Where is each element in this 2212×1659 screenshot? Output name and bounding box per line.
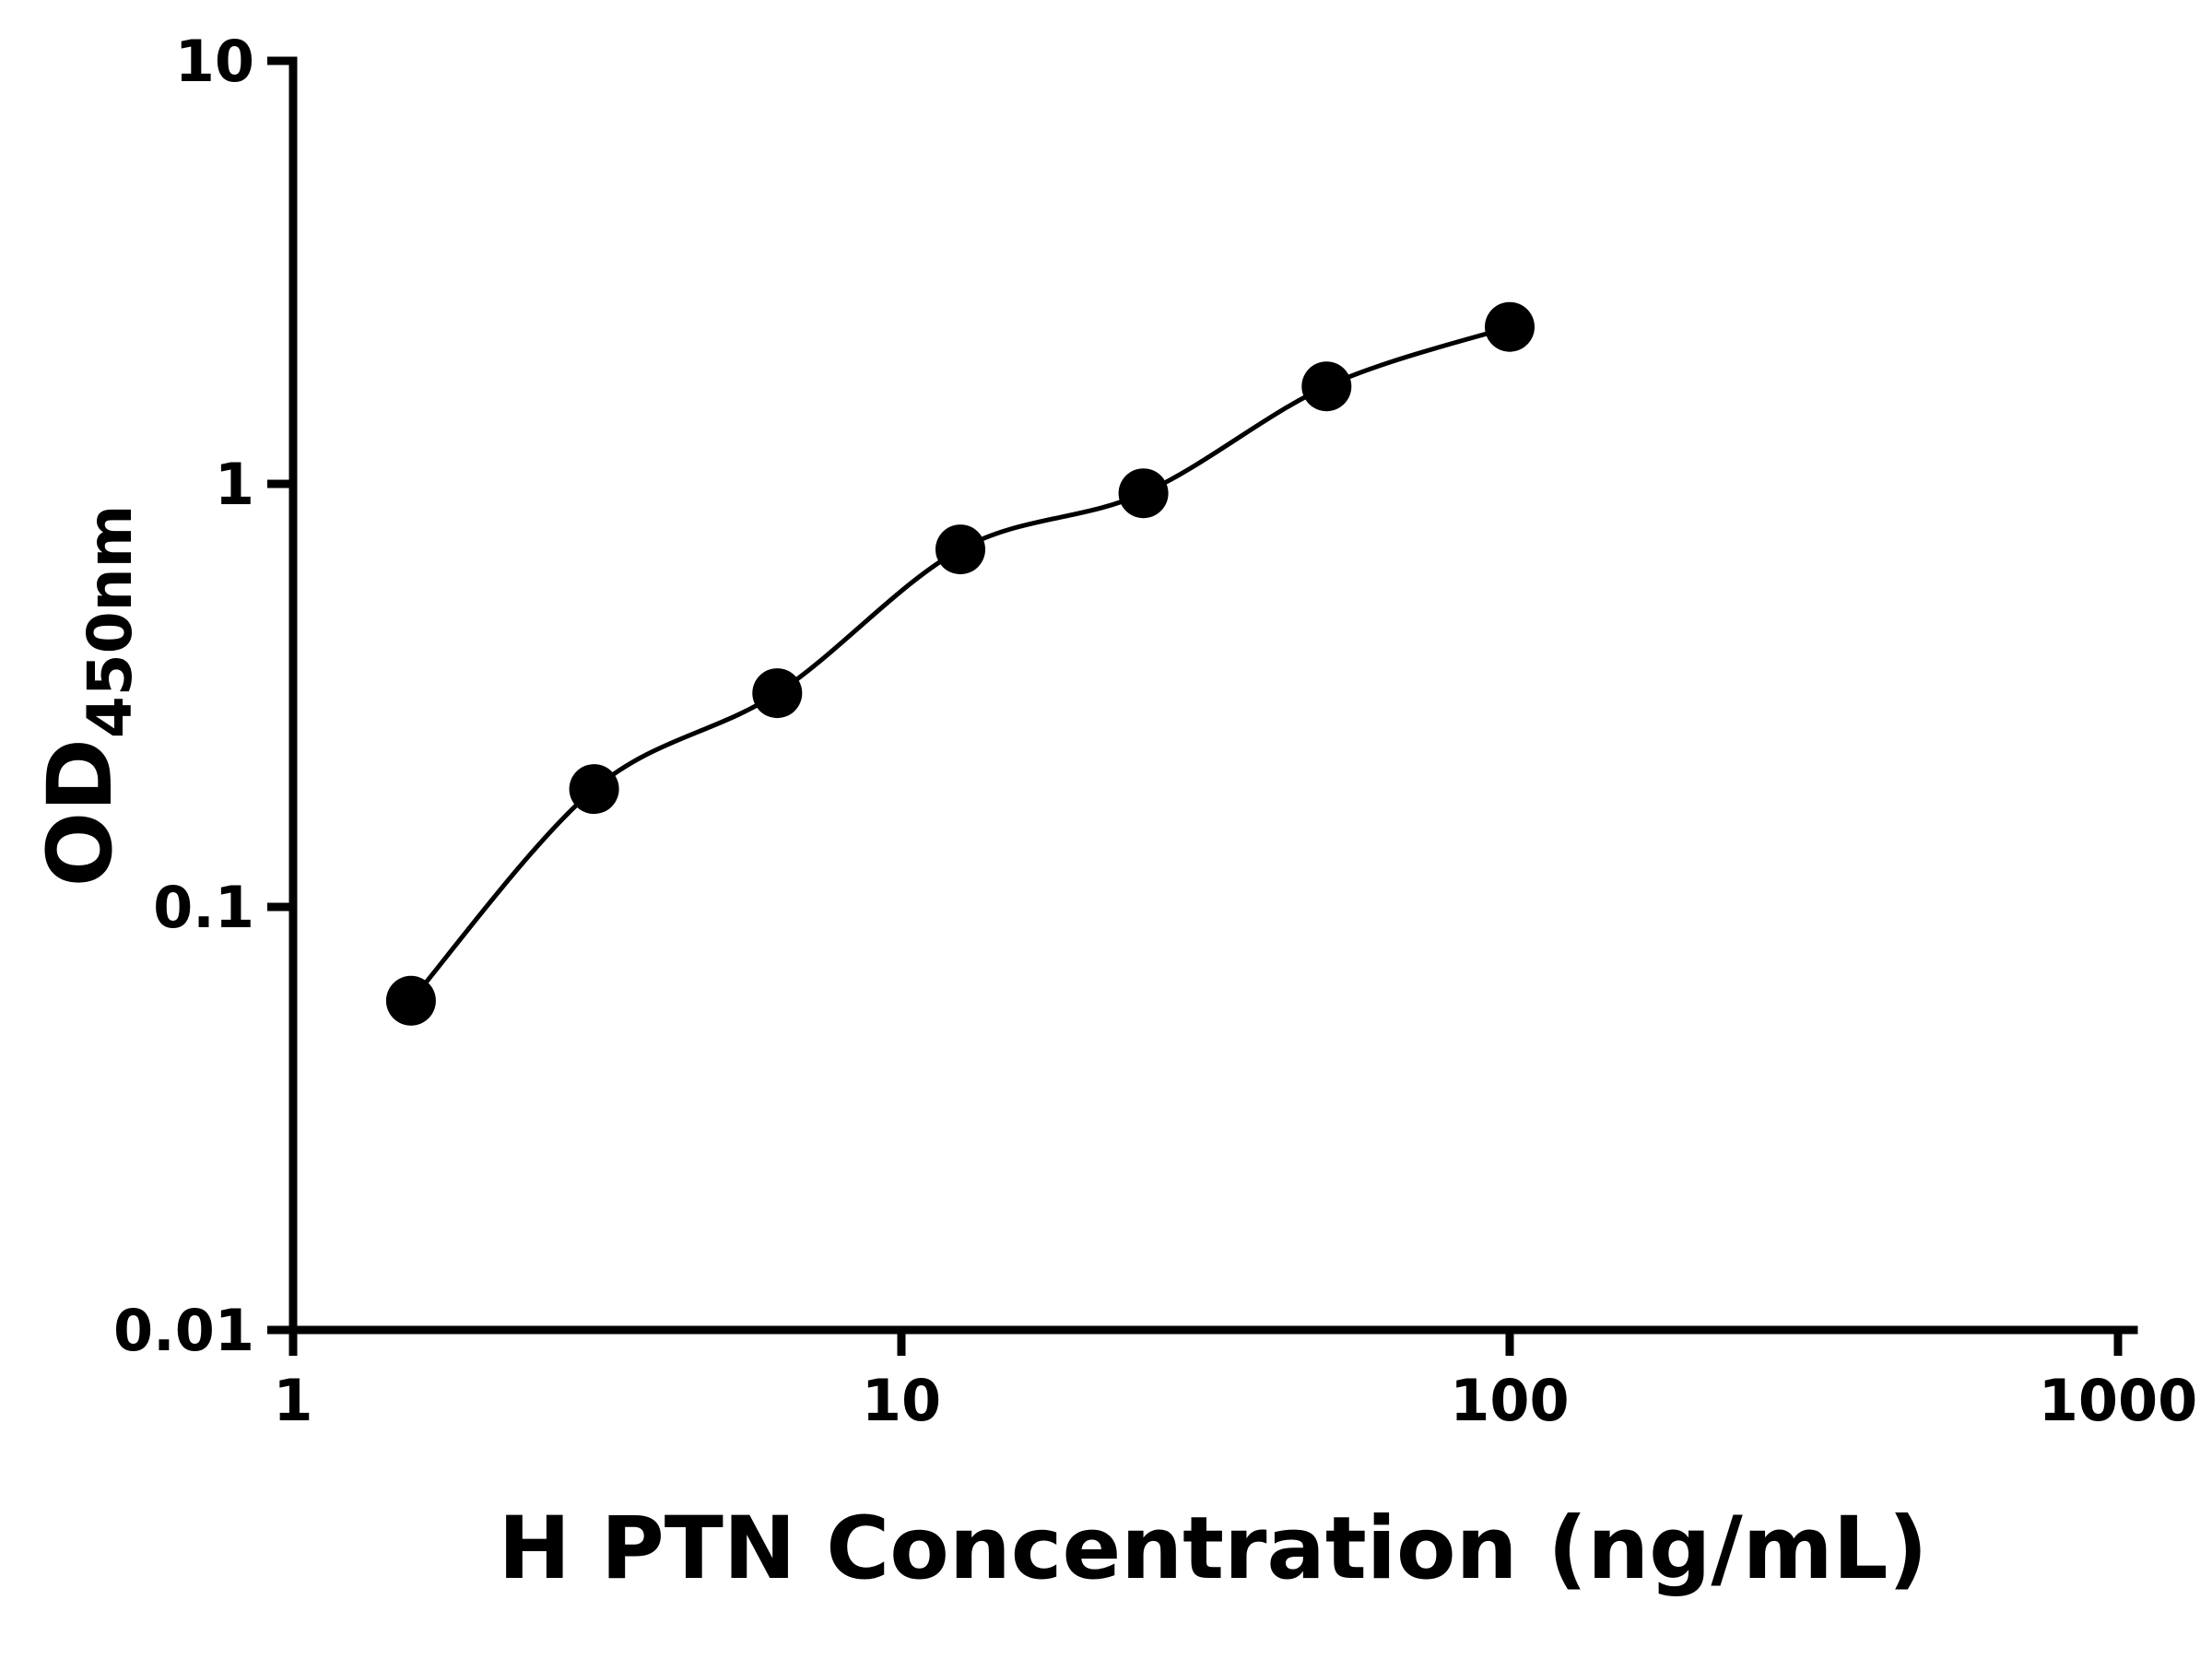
fit-curve — [409, 324, 1511, 1003]
axis-lines — [288, 56, 2138, 1335]
data-point — [1485, 301, 1535, 352]
axes-group — [288, 56, 2138, 1335]
data-point — [1301, 361, 1352, 412]
tick-marks — [267, 56, 2123, 1356]
y-axis-title-subscript: 450nm — [75, 505, 146, 739]
data-point — [1118, 468, 1169, 519]
data-point — [569, 764, 619, 815]
x-tick-label: 1000 — [2039, 1367, 2198, 1434]
data-point — [385, 975, 436, 1026]
data-point — [752, 668, 803, 719]
x-tick-label: 1 — [273, 1367, 312, 1434]
x-axis-title: H PTN Concentration (ng/mL) — [498, 1499, 1927, 1599]
y-tick-label: 0.01 — [113, 1297, 254, 1364]
y-tick-label: 1 — [215, 451, 254, 518]
x-tick-label: 100 — [1450, 1367, 1569, 1434]
x-tick-label: 10 — [862, 1367, 941, 1434]
data-points-group — [385, 301, 1535, 1026]
y-axis-title: OD450nm — [29, 505, 146, 888]
y-tick-label: 0.1 — [153, 874, 254, 941]
y-axis-title-main: OD — [29, 738, 132, 887]
tick-labels: 1 10 100 1000 0.01 0.1 1 10 — [113, 28, 2197, 1434]
y-tick-label: 10 — [175, 28, 254, 95]
data-point — [935, 524, 985, 575]
